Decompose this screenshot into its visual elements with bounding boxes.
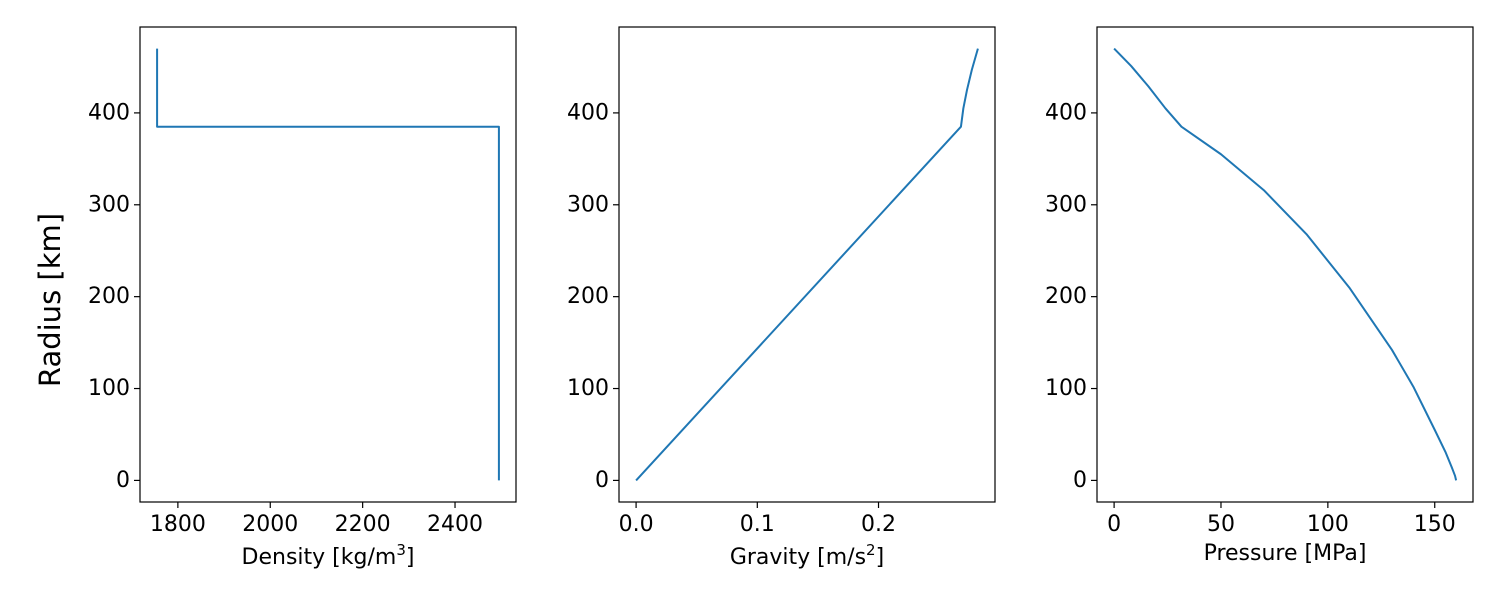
pressure-x-tick-label: 100: [1307, 512, 1349, 537]
density-y-tick-label: 0: [116, 468, 130, 493]
pressure-series-line: [1113, 47, 1458, 481]
pressure-y-tick-label: 0: [1073, 468, 1087, 493]
density-y-tick-label: 400: [88, 100, 130, 125]
gravity-x-tick-label: 0.0: [619, 512, 654, 537]
gravity-y-tick-label: 400: [567, 100, 609, 125]
pressure-xticks: 0 50 100 150: [1107, 502, 1456, 537]
density-x-tick-label: 2200: [335, 512, 391, 537]
gravity-y-tick-label: 200: [567, 284, 609, 309]
pressure-x-axis-label: Pressure [MPa]: [1204, 541, 1367, 566]
gravity-y-tick-label: 0: [595, 468, 609, 493]
gravity-panel: 0.0 0.1 0.2 0 100 200 300 400 Gravity [m/s2]: [567, 26, 996, 570]
density-x-axis-label: Density [kg/m3]: [242, 541, 415, 570]
density-panel: 1800 2000 2200 2400 0 100 200 300 400 Density […: [88, 26, 517, 570]
pressure-y-tick-label: 300: [1045, 192, 1087, 217]
gravity-xticks: 0.0 0.1 0.2: [619, 502, 896, 537]
density-x-tick-label: 2400: [427, 512, 483, 537]
density-yticks: 0 100 200 300 400: [88, 100, 140, 493]
pressure-yticks: 0 100 200 300 400: [1045, 100, 1097, 493]
pressure-lines: [1113, 47, 1458, 481]
gravity-yticks: 0 100 200 300 400: [567, 100, 619, 493]
gravity-series-line: [635, 48, 979, 482]
pressure-y-tick-label: 200: [1045, 284, 1087, 309]
density-xticks: 1800 2000 2200 2400: [150, 502, 483, 537]
pressure-x-tick-label: 50: [1207, 512, 1235, 537]
gravity-x-axis-label: Gravity [m/s2]: [730, 541, 884, 570]
pressure-plot-frame: [1096, 26, 1474, 503]
pressure-y-tick-label: 100: [1045, 376, 1087, 401]
gravity-y-tick-label: 100: [567, 376, 609, 401]
gravity-y-tick-label: 300: [567, 192, 609, 217]
density-plot-frame: [139, 26, 517, 503]
density-series-line: [156, 48, 500, 481]
density-x-tick-label: 1800: [150, 512, 206, 537]
density-y-tick-label: 300: [88, 192, 130, 217]
gravity-plot-frame: [618, 26, 996, 503]
density-y-tick-label: 200: [88, 284, 130, 309]
pressure-y-tick-label: 400: [1045, 100, 1087, 125]
figure-ylabel: Radius [km]: [33, 213, 67, 387]
pressure-x-tick-label: 150: [1414, 512, 1456, 537]
pressure-x-tick-label: 0: [1107, 512, 1121, 537]
density-x-tick-label: 2000: [242, 512, 298, 537]
gravity-lines: [635, 48, 979, 482]
density-lines: [156, 48, 500, 481]
pressure-panel: 0 50 100 150 0 100 200 300 400 Pressure [MPa]: [1045, 26, 1474, 566]
gravity-x-tick-label: 0.1: [740, 512, 775, 537]
gravity-x-tick-label: 0.2: [861, 512, 896, 537]
density-y-tick-label: 100: [88, 376, 130, 401]
